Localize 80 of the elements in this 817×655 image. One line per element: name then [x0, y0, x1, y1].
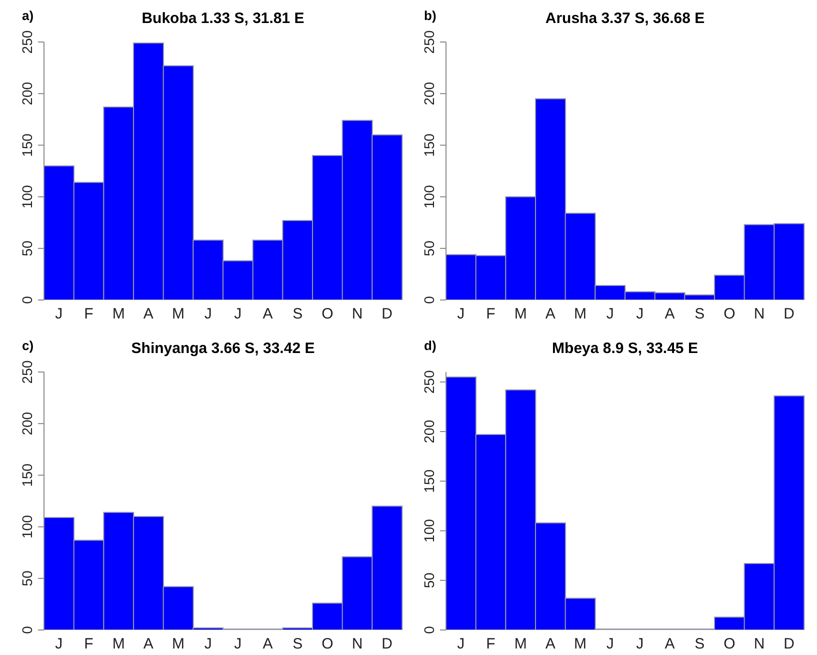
x-tick-label: J [606, 306, 614, 323]
y-tick-label: 200 [19, 412, 35, 436]
x-tick-label: O [724, 306, 736, 323]
y-tick-label: 100 [421, 184, 437, 208]
x-tick-label: J [55, 306, 63, 323]
x-tick-label: A [545, 636, 556, 653]
x-tick-label: S [694, 636, 705, 653]
y-tick-label: 100 [19, 184, 35, 208]
x-tick-label: A [262, 636, 273, 653]
x-tick-label: J [55, 636, 63, 653]
x-tick-label: S [292, 306, 303, 323]
x-tick-label: O [322, 306, 334, 323]
x-tick-label: N [352, 306, 363, 323]
x-tick-label: D [784, 306, 795, 323]
y-tick-label: 150 [19, 463, 35, 487]
y-tick-label: 100 [421, 518, 437, 542]
y-tick-label: 0 [421, 296, 437, 304]
x-tick-label: A [664, 306, 675, 323]
x-tick-label: D [784, 636, 795, 653]
y-tick-label: 150 [19, 133, 35, 157]
y-tick-label: 50 [19, 570, 35, 586]
x-tick-label: M [172, 306, 184, 323]
x-tick-label: D [382, 636, 393, 653]
x-tick-label: J [204, 306, 212, 323]
y-tick-label: 50 [19, 240, 35, 256]
x-tick-label: J [204, 636, 212, 653]
x-tick-label: M [574, 306, 586, 323]
x-tick-label: J [636, 636, 644, 653]
y-tick-label: 0 [19, 296, 35, 304]
text: c) [22, 338, 34, 353]
y-tick-label: 0 [19, 626, 35, 634]
x-tick-label: J [457, 306, 465, 323]
chart-title: Shinyanga 3.66 S, 33.42 E [131, 340, 315, 357]
x-tick-label: O [724, 636, 736, 653]
x-tick-label: N [352, 636, 363, 653]
y-tick-label: 250 [19, 360, 35, 384]
text: b) [424, 8, 436, 23]
x-tick-label: M [514, 306, 527, 323]
y-tick-label: 150 [421, 133, 437, 157]
chart-title: Arusha 3.37 S, 36.68 E [545, 10, 705, 27]
x-tick-label: M [514, 636, 527, 653]
x-tick-label: A [143, 306, 154, 323]
text: d) [424, 338, 436, 353]
x-tick-label: J [234, 306, 242, 323]
y-tick-label: 250 [421, 30, 437, 54]
x-tick-label: O [322, 636, 334, 653]
x-tick-label: M [574, 636, 586, 653]
x-tick-label: M [112, 636, 125, 653]
y-tick-label: 200 [19, 82, 35, 106]
x-tick-label: S [694, 306, 705, 323]
x-tick-label: J [606, 636, 614, 653]
y-tick-label: 200 [421, 82, 437, 106]
x-tick-label: A [545, 306, 556, 323]
x-tick-label: N [754, 306, 765, 323]
x-tick-label: F [486, 636, 496, 653]
y-tick-label: 200 [421, 420, 437, 444]
x-tick-label: J [234, 636, 242, 653]
x-tick-label: F [84, 636, 94, 653]
x-tick-label: A [143, 636, 154, 653]
y-tick-label: 250 [19, 30, 35, 54]
x-tick-label: M [172, 636, 184, 653]
x-tick-label: A [262, 306, 273, 323]
y-tick-label: 150 [421, 469, 437, 493]
x-tick-label: D [382, 306, 393, 323]
x-tick-label: N [754, 636, 765, 653]
x-tick-label: J [636, 306, 644, 323]
y-tick-label: 100 [19, 514, 35, 538]
x-tick-label: J [457, 636, 465, 653]
text: a) [22, 8, 34, 23]
x-tick-label: M [112, 306, 125, 323]
x-tick-label: F [486, 306, 496, 323]
y-tick-label: 250 [421, 370, 437, 394]
x-tick-label: A [664, 636, 675, 653]
y-tick-label: 50 [421, 572, 437, 588]
x-tick-label: S [292, 636, 303, 653]
x-tick-label: F [84, 306, 94, 323]
chart-title: Mbeya 8.9 S, 33.45 E [552, 340, 698, 357]
y-tick-label: 0 [421, 626, 437, 634]
y-tick-label: 50 [421, 240, 437, 256]
chart-title: Bukoba 1.33 S, 31.81 E [142, 10, 304, 27]
